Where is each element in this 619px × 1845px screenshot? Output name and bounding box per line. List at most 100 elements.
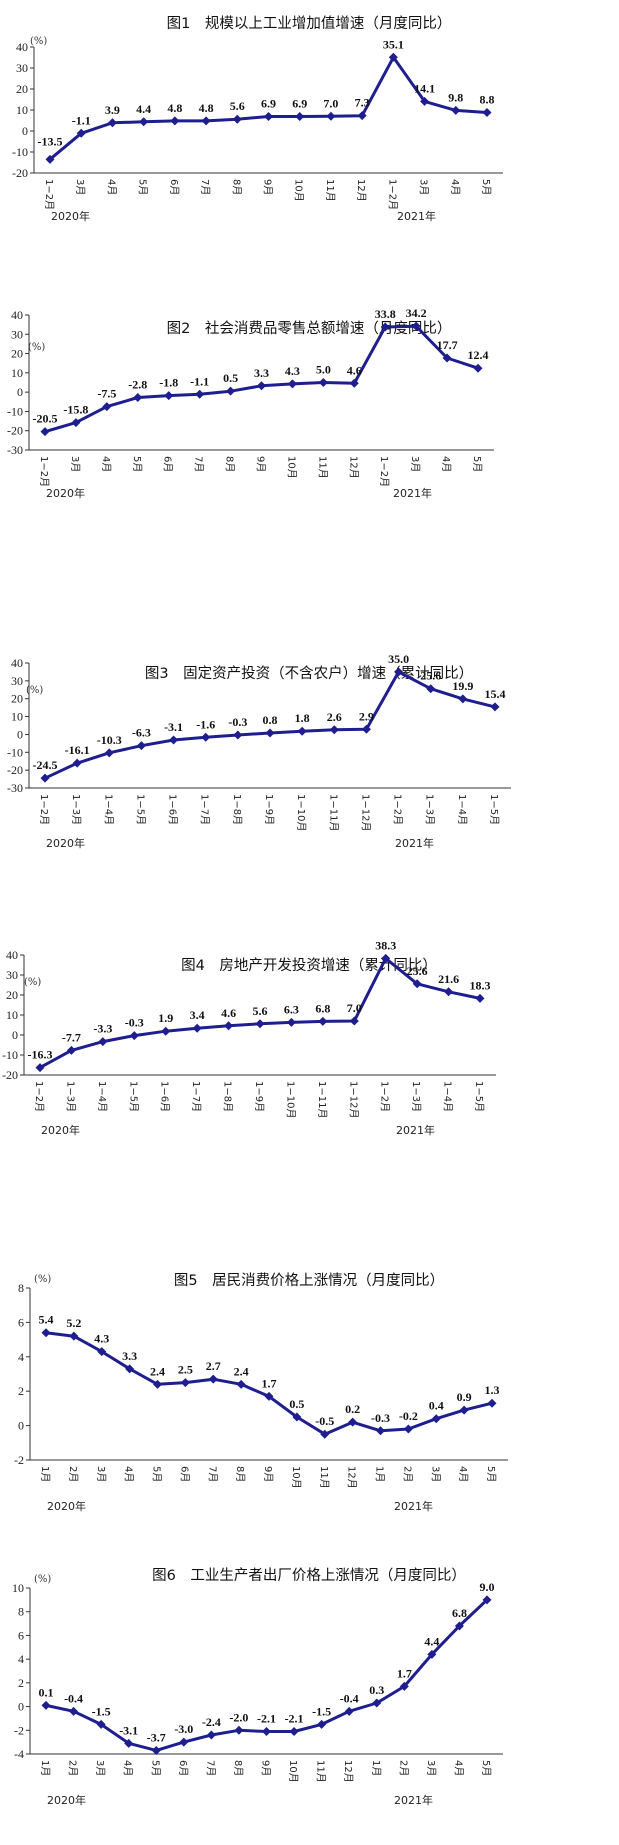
data-point bbox=[286, 1017, 296, 1027]
data-label: 25.6 bbox=[407, 964, 428, 978]
data-point bbox=[289, 1726, 299, 1736]
data-point bbox=[490, 702, 500, 712]
data-point bbox=[164, 391, 174, 401]
data-point bbox=[344, 1706, 354, 1716]
data-point bbox=[380, 322, 390, 332]
data-label: 2.6 bbox=[327, 710, 342, 724]
data-label: -3.1 bbox=[119, 1723, 138, 1737]
data-point bbox=[233, 730, 243, 740]
data-point bbox=[482, 1595, 492, 1605]
data-point bbox=[40, 427, 50, 437]
data-label: 6.3 bbox=[284, 1002, 299, 1016]
y-tick-label: 30 bbox=[11, 327, 23, 341]
data-label: 4.4 bbox=[424, 1634, 439, 1648]
data-point bbox=[124, 1738, 134, 1748]
data-label: -7.5 bbox=[97, 387, 116, 401]
chart-title: 图4 房地产开发投资增速（累计同比） bbox=[181, 957, 437, 974]
data-label: 3.4 bbox=[190, 1008, 205, 1022]
chart-title: 图3 固定资产投资（不含农户）增速（累计同比） bbox=[145, 665, 473, 682]
x-tick-label: 7月 bbox=[199, 179, 211, 195]
x-tick-label: 1−8月 bbox=[231, 794, 243, 825]
x-tick-label: 1−8月 bbox=[222, 1081, 234, 1112]
data-point bbox=[458, 694, 468, 704]
x-tick-label: 1−4月 bbox=[102, 794, 114, 825]
x-tick-label: 5月 bbox=[151, 1466, 163, 1482]
data-label: -24.5 bbox=[33, 758, 58, 772]
x-tick-label: 1−2月 bbox=[38, 794, 50, 825]
data-point bbox=[180, 1378, 190, 1388]
data-label: -1.1 bbox=[190, 374, 209, 388]
data-label: 2.7 bbox=[206, 1359, 221, 1373]
x-tick-label: 3月 bbox=[69, 456, 81, 472]
data-label: -0.4 bbox=[340, 1691, 359, 1705]
data-label: 6.8 bbox=[452, 1606, 467, 1620]
data-label: -1.6 bbox=[196, 717, 215, 731]
data-point bbox=[72, 758, 82, 768]
x-tick-label: 1−3月 bbox=[70, 794, 82, 825]
data-point bbox=[411, 321, 421, 331]
data-point bbox=[76, 128, 86, 138]
data-label: -3.0 bbox=[174, 1722, 193, 1736]
data-label: 14.1 bbox=[414, 81, 435, 95]
data-point bbox=[179, 1737, 189, 1747]
chart-real-estate-investment: 图4 房地产开发投资增速（累计同比） (%) -20 -10 0 10 20 30 40 1−… bbox=[0, 938, 619, 1245]
data-label: 0.4 bbox=[429, 1399, 444, 1413]
data-label: -10.3 bbox=[97, 733, 122, 747]
data-point bbox=[206, 1730, 216, 1740]
data-point bbox=[161, 1026, 171, 1036]
data-label: 5.2 bbox=[66, 1316, 81, 1330]
chart-5-plot: -2 0 2 4 6 8 1月 2月 3月 4月 5月 6月 7月 8月 9月 10月 11月 12月 1月 2月 3月… bbox=[14, 1281, 508, 1513]
data-point bbox=[45, 154, 55, 164]
data-label: 4.6 bbox=[221, 1006, 236, 1020]
data-label: -0.2 bbox=[399, 1409, 418, 1423]
x-tick-label: 4月 bbox=[452, 1760, 464, 1776]
x-tick-label: 4月 bbox=[440, 456, 452, 472]
x-tick-label: 9月 bbox=[255, 456, 267, 472]
data-point bbox=[98, 1037, 108, 1047]
data-label: -0.4 bbox=[64, 1691, 83, 1705]
year-label: 2020年 bbox=[46, 486, 85, 500]
x-tick-label: 1月 bbox=[370, 1760, 382, 1776]
year-label: 2021年 bbox=[393, 486, 432, 500]
chart-6-svg: 图6 工业生产者出厂价格上涨情况（月度同比） (%) -4 -2 0 2 4 6 8 10 1月… bbox=[12, 1567, 503, 1807]
data-label: 1.8 bbox=[295, 711, 310, 725]
x-tick-label: 1−5月 bbox=[473, 1081, 485, 1112]
data-point bbox=[232, 114, 242, 124]
data-label: 0.5 bbox=[223, 371, 238, 385]
x-tick-label: 2月 bbox=[397, 1760, 409, 1776]
data-label: 9.8 bbox=[448, 90, 463, 104]
x-tick-label: 1−2月 bbox=[379, 1081, 391, 1112]
y-tick-label: 8 bbox=[18, 1281, 24, 1295]
data-point bbox=[475, 993, 485, 1003]
data-point bbox=[264, 1391, 274, 1401]
x-tick-label: 4月 bbox=[449, 179, 461, 195]
data-label: 4.3 bbox=[94, 1332, 109, 1346]
data-point bbox=[442, 353, 452, 363]
year-label: 2020年 bbox=[41, 1123, 80, 1137]
x-tick-label: 2月 bbox=[67, 1760, 79, 1776]
unit-label: (%) bbox=[24, 977, 41, 988]
x-tick-label: 10月 bbox=[293, 179, 305, 202]
x-tick-label: 1−11月 bbox=[316, 1081, 328, 1118]
data-point bbox=[412, 979, 422, 989]
data-point bbox=[326, 111, 336, 121]
data-point bbox=[96, 1719, 106, 1729]
y-tick-label: 10 bbox=[16, 103, 28, 117]
chart-2-plot: -30 -20 -10 0 10 20 30 40 1−2月 3月 4月 5月 6月 7月 8月 9月 10月 1… bbox=[7, 306, 494, 500]
data-label: 38.3 bbox=[375, 938, 396, 952]
data-point bbox=[318, 378, 328, 387]
data-point bbox=[71, 418, 81, 428]
x-tick-label: 1月 bbox=[374, 1466, 386, 1482]
y-tick-label: 10 bbox=[11, 710, 23, 724]
data-point bbox=[104, 748, 114, 758]
data-label: 7.0 bbox=[323, 96, 338, 110]
x-tick-label: 1−4月 bbox=[456, 794, 468, 825]
chart-1-svg: 图1 规模以上工业增加值增速（月度同比） (%) -20 -10 0 10 20 30 40… bbox=[12, 15, 503, 223]
y-tick-label: 0 bbox=[12, 1028, 18, 1042]
x-tick-label: 1−12月 bbox=[347, 1081, 359, 1118]
data-label: 18.3 bbox=[470, 978, 491, 992]
data-label: 0.1 bbox=[39, 1685, 54, 1699]
y-tick-label: -10 bbox=[7, 404, 23, 418]
unit-label: (%) bbox=[26, 685, 43, 696]
data-label: 15.4 bbox=[485, 687, 506, 701]
